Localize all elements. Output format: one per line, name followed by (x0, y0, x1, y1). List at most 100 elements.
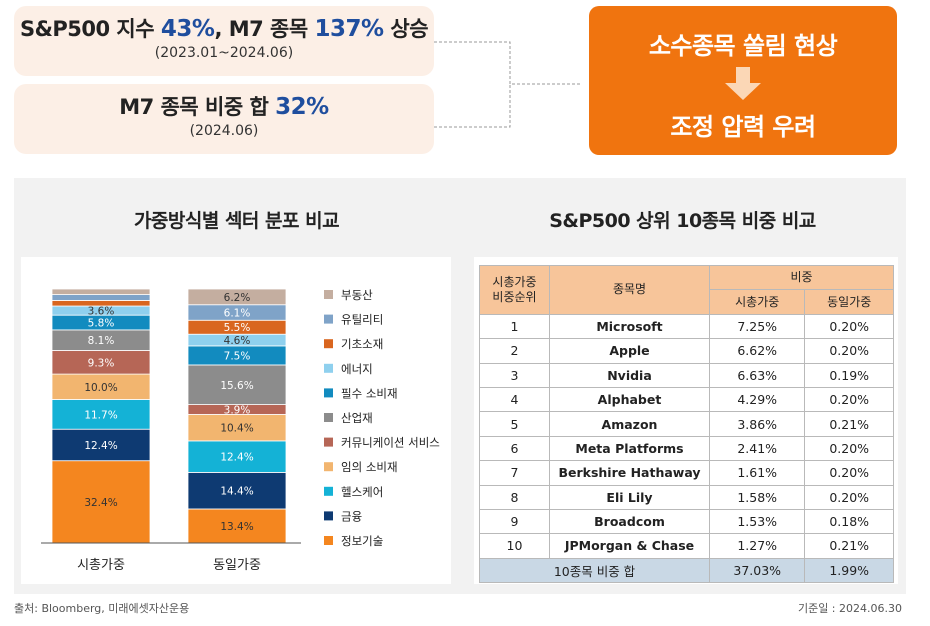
data-label: 10.0% (84, 382, 117, 394)
summary-returns-text: S&P500 지수 43%, M7 종목 137% 상승 (19, 16, 429, 42)
total-equal-cell: 1.99% (804, 557, 894, 584)
rank-cell: 2 (479, 338, 550, 364)
base-date-note: 기준일 : 2024.06.30 (797, 602, 902, 615)
legend-swatch (324, 363, 333, 373)
down-arrow-icon (725, 67, 761, 100)
legend-label: 부동산 (341, 288, 373, 302)
data-label: 14.4% (220, 486, 253, 498)
legend-swatch (324, 486, 333, 496)
table-row: 4 Alphabet 4.29% 0.20% (479, 386, 894, 413)
legend-label: 헬스케어 (341, 485, 383, 499)
rank-cell: 6 (479, 435, 550, 462)
m7-weight-value: 32% (275, 94, 329, 120)
legend-swatch (324, 511, 333, 521)
legend-label: 기초소재 (341, 337, 383, 351)
legend-swatch (324, 536, 333, 545)
m7-return-value: 137% (314, 16, 385, 42)
stock-name-cell: Alphabet (549, 386, 710, 413)
top10-weight-table: 시총가중 비중순위 종목명 비중 시총가중 동일가중 1 Microsoft 7.2… (479, 264, 894, 584)
data-label: 8.1% (88, 335, 115, 347)
total-row: 10종목 비중 합 37.03% 1.99% (479, 557, 894, 584)
rank-cell: 5 (479, 411, 550, 437)
top10-table-area: 시총가중 비중순위 종목명 비중 시총가중 동일가중 1 Microsoft 7.2… (474, 257, 898, 584)
legend-label: 에너지 (341, 362, 373, 376)
bar-segment (51, 428, 151, 462)
rank-cell: 9 (479, 508, 550, 535)
stock-name-cell: Eli Lily (549, 484, 710, 510)
summary-weight-text: M7 종목 비중 합 32% (119, 94, 329, 120)
conclusion-callout: 소수종목 쏠림 현상 조정 압력 우려 (589, 6, 897, 155)
mcap-weight-cell: 4.29% (708, 386, 806, 413)
table-row: 5 Amazon 3.86% 0.21% (479, 411, 894, 437)
rank-cell: 3 (479, 362, 550, 388)
legend-label: 정보기술 (341, 534, 383, 548)
callout-line-2: 조정 압력 우려 (670, 113, 816, 141)
bar-segment (51, 399, 151, 430)
legend-label: 금융 (341, 509, 362, 523)
data-label: 9.3% (88, 357, 115, 369)
legend-swatch (324, 314, 333, 324)
equal-weight-cell: 0.21% (804, 533, 894, 559)
stock-name-cell: JPMorgan & Chase (549, 533, 710, 559)
table-row: 9 Broadcom 1.53% 0.18% (479, 508, 894, 535)
bar-segment (51, 460, 151, 544)
legend-swatch (324, 413, 333, 422)
data-label: 6.2% (224, 292, 251, 304)
summary-weight-date: (2024.06) (189, 123, 259, 139)
data-label: 13.4% (220, 521, 253, 533)
table-row: 8 Eli Lily 1.58% 0.20% (479, 484, 894, 510)
equal-weight-cell: 0.20% (804, 484, 894, 510)
mcap-weight-cell: 6.62% (708, 338, 806, 364)
source-note: 출처: Bloomberg, 미래에셋자산운용 (14, 602, 190, 615)
data-label: 12.4% (220, 452, 253, 464)
legend-swatch (324, 339, 333, 349)
legend-label: 커뮤니케이션 서비스 (341, 436, 440, 450)
data-label: 6.1% (224, 307, 251, 319)
sector-chart-title: 가중방식별 섹터 분포 비교 (133, 210, 340, 232)
table-row: 7 Berkshire Hathaway 1.61% 0.20% (479, 460, 894, 486)
legend-swatch (324, 462, 333, 472)
equal-weight-cell: 0.20% (804, 435, 894, 462)
table-row: 6 Meta Platforms 2.41% 0.20% (479, 435, 894, 462)
rank-cell: 1 (479, 313, 550, 340)
legend-swatch (324, 388, 333, 398)
mcap-weight-cell: 1.61% (708, 460, 806, 486)
rank-cell: 8 (479, 484, 550, 510)
data-label: 12.4% (84, 440, 117, 452)
callout-line-1: 소수종목 쏠림 현상 (648, 32, 838, 60)
data-label: 5.5% (224, 322, 251, 334)
mcap-weight-cell: 7.25% (708, 313, 806, 340)
mcap-weight-cell: 1.53% (708, 508, 806, 535)
rank-cell: 4 (479, 386, 550, 413)
bar-segment (51, 294, 151, 301)
data-label: 7.5% (224, 350, 251, 362)
legend-label: 임의 소비재 (341, 460, 398, 474)
mcap-weight-cell: 2.41% (708, 435, 806, 462)
total-mcap-cell: 37.03% (708, 557, 806, 584)
table-row: 3 Nvidia 6.63% 0.19% (479, 362, 894, 388)
equal-weight-cell: 0.20% (804, 460, 894, 486)
data-label: 32.4% (84, 497, 117, 509)
stock-name-cell: Amazon (549, 411, 710, 437)
equal-weight-cell: 0.20% (804, 313, 894, 340)
bar-segment (51, 288, 151, 295)
stock-name-cell: Apple (549, 338, 710, 364)
data-label: 15.6% (220, 380, 253, 392)
equal-weight-cell: 0.19% (804, 362, 894, 388)
legend-label: 산업재 (341, 411, 373, 425)
equal-weight-cell: 0.20% (804, 338, 894, 364)
data-label: 3.6% (88, 306, 115, 318)
stock-name-cell: Microsoft (549, 313, 710, 340)
comparison-panel: 가중방식별 섹터 분포 비교 S&P500 상위 10종목 비중 비교 32.4… (14, 178, 906, 594)
legend-label: 필수 소비재 (341, 386, 398, 400)
summary-card-weight: M7 종목 비중 합 32% (2024.06) (14, 84, 434, 154)
legend-label: 유틸리티 (341, 313, 383, 327)
total-label-cell: 10종목 비중 합 (479, 557, 710, 584)
legend-swatch (324, 437, 333, 447)
stock-name-cell: Meta Platforms (549, 435, 710, 462)
legend-swatch (324, 290, 333, 299)
top10-table-title: S&P500 상위 10종목 비중 비교 (549, 210, 816, 232)
mcap-weight-cell: 1.58% (708, 484, 806, 510)
mcap-weight-cell: 6.63% (708, 362, 806, 388)
equal-weight-cell: 0.20% (804, 386, 894, 413)
